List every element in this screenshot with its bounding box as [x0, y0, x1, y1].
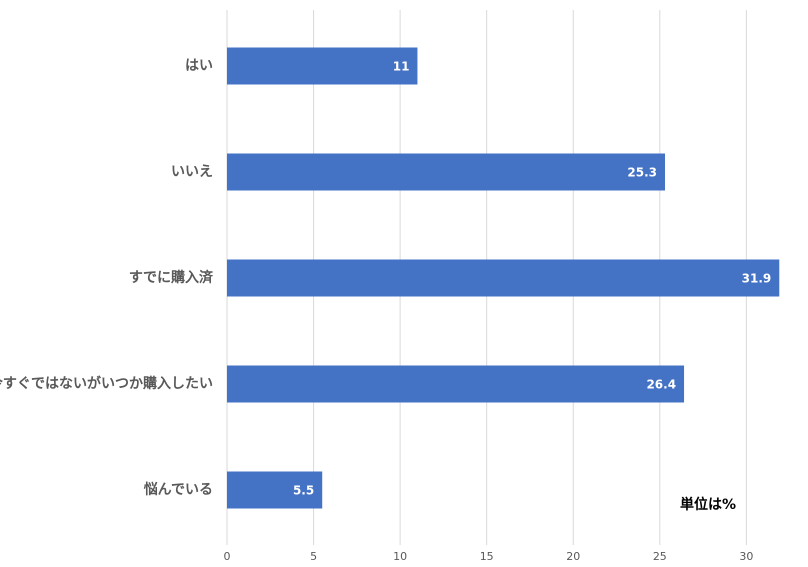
data-label: 5.5	[293, 484, 314, 498]
y-tick-label: はい	[185, 58, 213, 74]
x-tick-label: 20	[566, 550, 580, 563]
x-tick-label: 30	[739, 550, 753, 563]
bar	[227, 259, 780, 297]
bar	[227, 471, 323, 509]
y-tick-label: いいえ	[171, 164, 213, 180]
x-tick-label: 25	[653, 550, 667, 563]
y-tick-label: すでに購入済	[129, 269, 214, 286]
bar	[227, 47, 418, 85]
data-label: 25.3	[627, 166, 657, 180]
unit-note: 単位は%	[680, 496, 736, 513]
x-tick-label: 10	[393, 550, 407, 563]
data-label: 26.4	[646, 378, 676, 392]
y-tick-label: 悩んでいる	[144, 481, 213, 498]
x-tick-label: 15	[480, 550, 494, 563]
bar	[227, 365, 685, 403]
data-label: 31.9	[742, 272, 772, 286]
data-label: 11	[393, 60, 410, 74]
x-tick-label: 5	[310, 550, 317, 563]
bar	[227, 153, 666, 191]
y-tick-label: 今すぐではないがいつか購入したい	[0, 375, 213, 392]
x-tick-label: 0	[224, 550, 231, 563]
